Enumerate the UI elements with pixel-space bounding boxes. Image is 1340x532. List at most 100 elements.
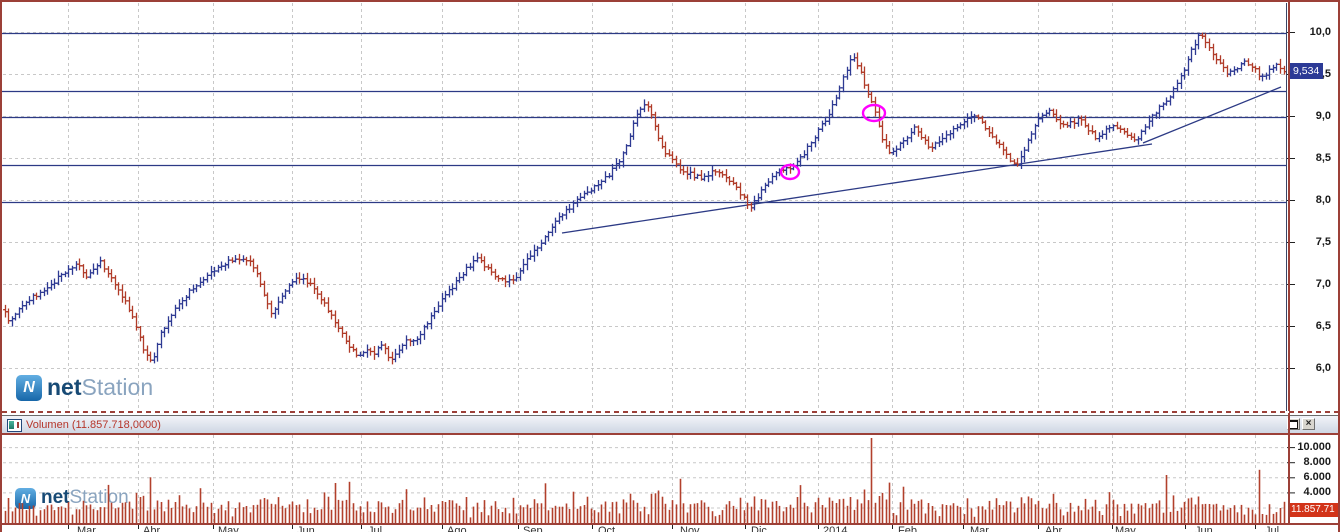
ohlc-bar — [1026, 138, 1031, 152]
ohlc-bar — [1225, 65, 1230, 78]
ohlc-bar — [1147, 115, 1152, 130]
ohlc-bar — [820, 120, 825, 132]
ohlc-bar — [859, 62, 864, 74]
ohlc-bar — [1161, 102, 1166, 111]
ohlc-bar — [106, 266, 111, 278]
ohlc-bar — [1065, 121, 1070, 128]
ohlc-bar — [649, 104, 654, 119]
ohlc-bar — [77, 258, 82, 271]
ohlc-bar — [1218, 55, 1223, 65]
ohlc-bar — [155, 342, 160, 362]
ohlc-bar — [749, 202, 754, 212]
ohlc-bar — [255, 264, 260, 278]
ohlc-bar — [120, 284, 125, 303]
close-button[interactable]: × — [1302, 418, 1315, 430]
ohlc-bar — [418, 330, 423, 345]
ohlc-bar — [1040, 112, 1045, 123]
ohlc-bar — [805, 143, 810, 161]
ohlc-bar — [880, 120, 885, 143]
ohlc-bar — [1168, 95, 1173, 106]
ohlc-bar — [315, 286, 320, 300]
ohlc-bar — [1232, 66, 1237, 76]
ohlc-bar — [265, 292, 270, 310]
ohlc-bar — [734, 181, 739, 191]
price-axis-label: 8,5 — [1315, 152, 1331, 164]
ohlc-bar — [663, 141, 668, 158]
ohlc-bar — [216, 264, 221, 273]
ohlc-bar — [912, 124, 917, 135]
ohlc-bar — [564, 205, 569, 220]
ohlc-bar — [994, 134, 999, 145]
ohlc-bar — [599, 179, 604, 190]
ohlc-bar — [379, 341, 384, 351]
ohlc-bar — [1012, 159, 1017, 165]
ohlc-bar — [457, 272, 462, 284]
ohlc-bar — [543, 235, 548, 245]
ohlc-bar — [1278, 58, 1283, 74]
ohlc-bar — [1068, 116, 1073, 129]
ohlc-bar — [503, 275, 508, 288]
logo-n-glyph: N — [20, 490, 31, 506]
month-label: Jun — [1195, 525, 1213, 532]
ohlc-bar — [66, 265, 71, 278]
ohlc-bar — [1171, 86, 1176, 99]
panel-splitter[interactable] — [2, 411, 1338, 413]
ohlc-bar — [571, 200, 576, 213]
ohlc-bar — [578, 192, 583, 202]
ohlc-bar — [500, 277, 505, 282]
ohlc-bar — [479, 253, 484, 264]
price-axis-label: 6,0 — [1315, 362, 1331, 374]
price-axis-label: 7,5 — [1315, 236, 1331, 248]
ohlc-bar — [1001, 141, 1006, 156]
ohlc-bar — [1264, 72, 1269, 80]
ohlc-bar — [17, 307, 22, 319]
ohlc-bar — [550, 223, 555, 237]
ohlc-bar — [148, 351, 153, 363]
ohlc-bar — [241, 255, 246, 263]
ohlc-bar — [1157, 104, 1162, 119]
ohlc-bar — [1239, 62, 1244, 72]
volume-axis-label: 4.000 — [1303, 486, 1331, 499]
ohlc-bar — [152, 352, 157, 364]
last-volume-tag: 11.857.71 — [1289, 503, 1339, 517]
ohlc-bar — [38, 289, 43, 300]
ohlc-bar — [710, 165, 715, 181]
volume-window-titlebar[interactable]: Volumen (11.857.718,0000) × — [2, 415, 1338, 434]
ohlc-bar — [837, 85, 842, 100]
ohlc-bar — [173, 304, 178, 319]
ohlc-bar — [745, 194, 750, 209]
ohlc-bar — [678, 159, 683, 174]
ohlc-bar — [45, 282, 50, 295]
ohlc-bar — [1246, 58, 1251, 67]
netstation-n-icon: N — [15, 487, 36, 509]
ohlc-bar — [447, 285, 452, 298]
ohlc-bar — [52, 278, 57, 289]
ohlc-bar — [1076, 115, 1081, 127]
ohlc-bar — [429, 312, 434, 330]
ohlc-bar — [532, 244, 537, 262]
price-axis-label: 8,0 — [1315, 194, 1331, 206]
ohlc-bar — [841, 74, 846, 93]
ohlc-bar — [113, 275, 118, 290]
ohlc-bar — [344, 331, 349, 345]
ohlc-bar — [681, 165, 686, 176]
ohlc-bar — [251, 258, 256, 273]
ohlc-bar — [489, 263, 494, 276]
ohlc-bar — [390, 351, 395, 365]
ohlc-bar — [607, 173, 612, 179]
ohlc-bar — [589, 187, 594, 195]
volume-plot-top-border — [2, 433, 1338, 435]
month-label: Jun — [297, 525, 315, 532]
ohlc-bar — [628, 133, 633, 147]
restore-button[interactable] — [1287, 418, 1300, 430]
ohlc-bar — [130, 305, 135, 319]
ohlc-bar — [31, 293, 36, 305]
ohlc-bar — [756, 193, 761, 203]
ohlc-bar — [1104, 125, 1109, 140]
ohlc-bar — [1250, 62, 1255, 72]
ohlc-bar — [308, 278, 313, 287]
volume-axis-label: 10.000 — [1297, 441, 1331, 454]
ohlc-bar — [603, 171, 608, 184]
window-border-left — [0, 0, 2, 532]
